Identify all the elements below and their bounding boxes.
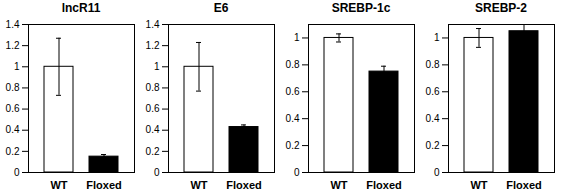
svg-text:WT: WT (50, 179, 67, 191)
svg-text:WT: WT (190, 179, 207, 191)
svg-text:0.8: 0.8 (146, 82, 160, 93)
svg-text:1: 1 (294, 32, 300, 43)
svg-text:0.4: 0.4 (146, 124, 160, 135)
svg-text:0.2: 0.2 (426, 140, 440, 151)
svg-text:0.8: 0.8 (286, 59, 300, 70)
svg-text:Floxed: Floxed (506, 179, 541, 191)
html-text:SREBP-2: SREBP-2 (475, 1, 527, 15)
svg-text:0.6: 0.6 (426, 86, 440, 97)
svg-text:0: 0 (14, 167, 20, 178)
svg-text:1: 1 (14, 61, 20, 72)
svg-text:0.2: 0.2 (6, 146, 20, 157)
svg-text:0.8: 0.8 (426, 59, 440, 70)
svg-text:0.6: 0.6 (146, 103, 160, 114)
svg-text:1.4: 1.4 (6, 19, 20, 30)
svg-text:0.6: 0.6 (286, 86, 300, 97)
svg-text:1.2: 1.2 (6, 40, 20, 51)
html-text:lncR11: lncR11 (61, 1, 101, 15)
svg-text:0.8: 0.8 (6, 82, 20, 93)
svg-text:0.2: 0.2 (286, 140, 300, 151)
svg-text:1: 1 (434, 32, 440, 43)
html-text:E6: E6 (213, 1, 229, 15)
svg-text:WT: WT (470, 179, 487, 191)
svg-text:0.4: 0.4 (286, 113, 300, 124)
svg-text:0.6: 0.6 (6, 103, 20, 114)
svg-text:0: 0 (434, 167, 440, 178)
svg-text:Floxed: Floxed (226, 179, 261, 191)
svg-text:0.4: 0.4 (6, 124, 20, 135)
svg-text:0.2: 0.2 (146, 146, 160, 157)
svg-text:1.2: 1.2 (146, 40, 160, 51)
svg-text:1: 1 (154, 61, 160, 72)
svg-text:Floxed: Floxed (366, 179, 401, 191)
svg-text:Floxed: Floxed (86, 179, 121, 191)
svg-text:0: 0 (294, 167, 300, 178)
svg-text:WT: WT (330, 179, 347, 191)
html-text:SREBP-1c: SREBP-1c (331, 1, 391, 15)
svg-text:0: 0 (154, 167, 160, 178)
svg-text:1.4: 1.4 (146, 19, 160, 30)
svg-text:0.4: 0.4 (426, 113, 440, 124)
